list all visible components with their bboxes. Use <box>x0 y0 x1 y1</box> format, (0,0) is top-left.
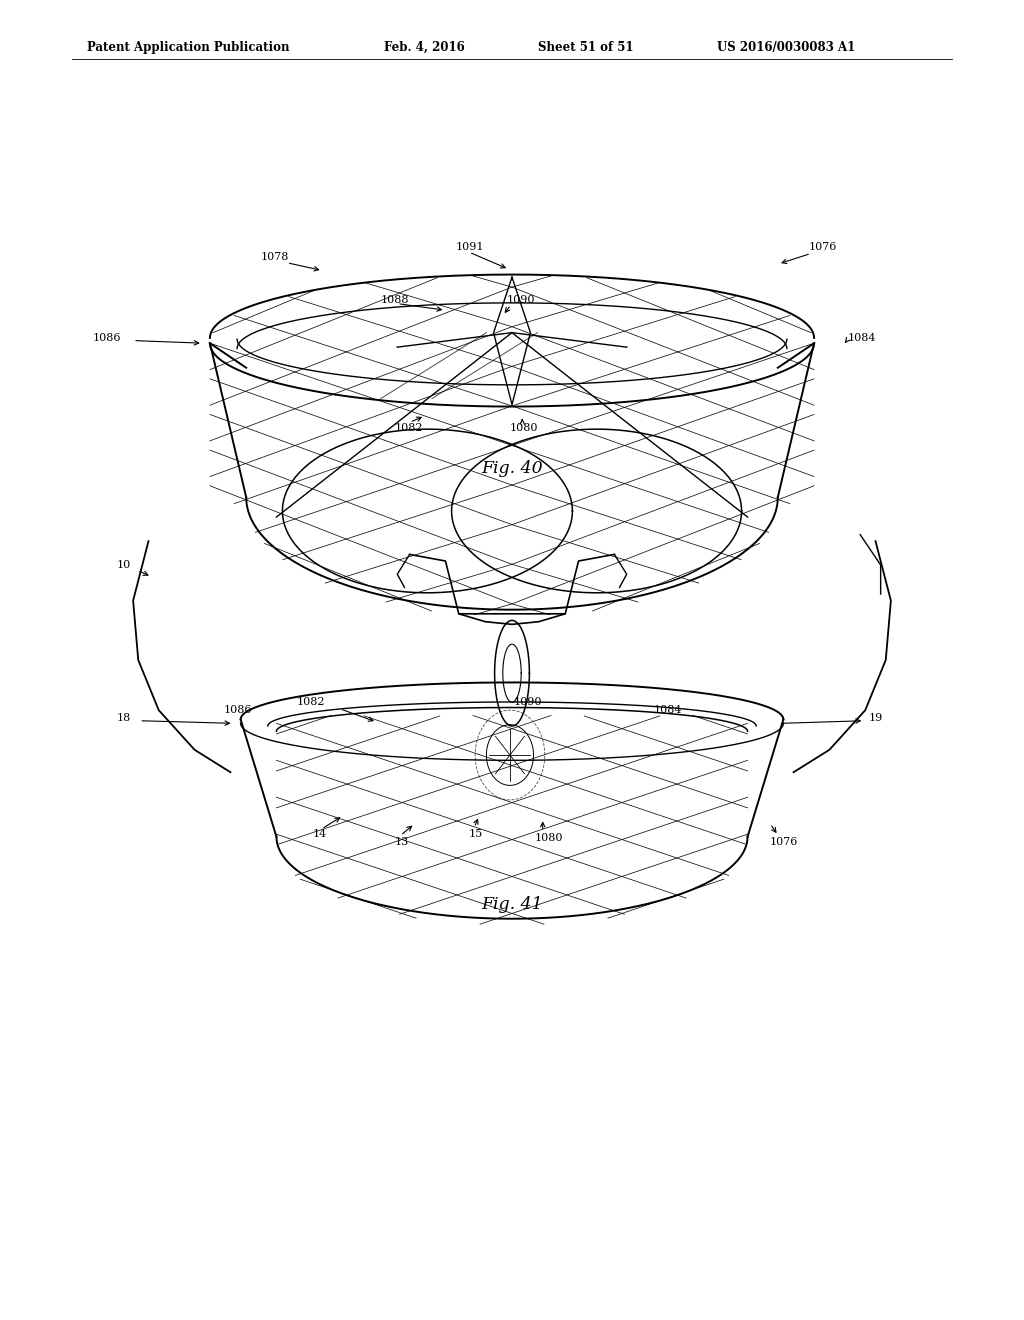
Text: 10: 10 <box>117 560 131 570</box>
Text: 13: 13 <box>394 837 409 847</box>
Text: 1076: 1076 <box>809 242 838 252</box>
Text: 1090: 1090 <box>507 294 536 305</box>
Text: Feb. 4, 2016: Feb. 4, 2016 <box>384 41 465 54</box>
Text: 1086: 1086 <box>92 333 121 343</box>
Text: 1080: 1080 <box>510 422 539 433</box>
Text: US 2016/0030083 A1: US 2016/0030083 A1 <box>717 41 855 54</box>
Text: 1084: 1084 <box>848 333 877 343</box>
Text: 1091: 1091 <box>456 242 484 252</box>
Text: 1084: 1084 <box>653 705 682 715</box>
Text: 14: 14 <box>312 829 327 840</box>
Text: 1090: 1090 <box>514 697 543 708</box>
Text: 1082: 1082 <box>394 422 423 433</box>
Text: 19: 19 <box>868 713 883 723</box>
Text: 1088: 1088 <box>381 294 410 305</box>
Text: 18: 18 <box>117 713 131 723</box>
Text: 1076: 1076 <box>770 837 799 847</box>
Text: 1078: 1078 <box>261 252 290 263</box>
Text: Patent Application Publication: Patent Application Publication <box>87 41 290 54</box>
Text: 1080: 1080 <box>535 833 563 843</box>
Text: 15: 15 <box>469 829 483 840</box>
Text: Sheet 51 of 51: Sheet 51 of 51 <box>538 41 633 54</box>
Text: 1086: 1086 <box>223 705 252 715</box>
Text: Fig. 41: Fig. 41 <box>481 896 543 912</box>
Text: 1082: 1082 <box>297 697 326 708</box>
Text: Fig. 40: Fig. 40 <box>481 461 543 477</box>
